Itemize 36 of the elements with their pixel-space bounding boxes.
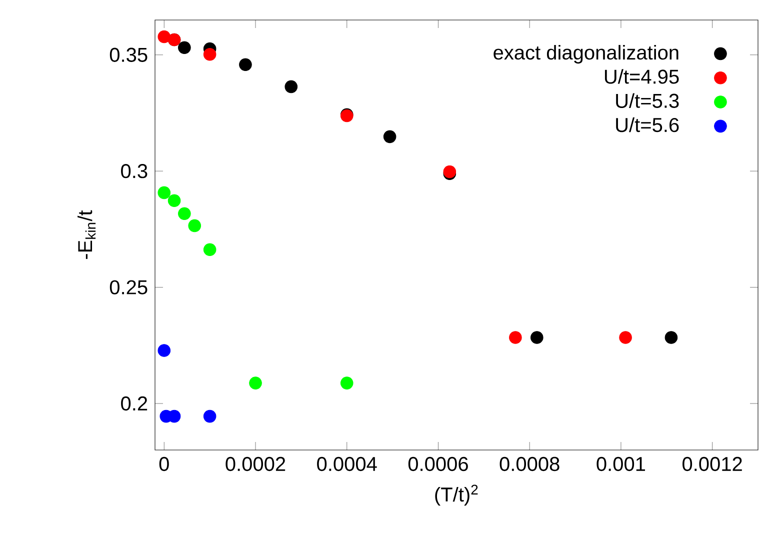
x-tick-label: 0 (159, 456, 169, 472)
point (340, 376, 354, 390)
legend-label: exact diagonalization (494, 44, 678, 64)
y-tick-label: 0.3 (121, 164, 148, 178)
x-axis-title: (T/t)$^{2}$ (435, 484, 478, 506)
point (619, 331, 632, 344)
point (530, 331, 544, 344)
point (188, 219, 202, 232)
point (509, 331, 522, 344)
y-tick-label: 0.35 (110, 48, 148, 62)
x-tick-label: 0.0006 (408, 456, 468, 472)
x-tick-label: 0.0002 (226, 456, 286, 472)
legend-label: U/t=5.6 (616, 117, 679, 132)
point (178, 207, 191, 220)
x-tick-label: 0.0008 (500, 456, 560, 472)
point (178, 41, 191, 54)
point (203, 243, 216, 256)
x-tick-label: 0.0004 (317, 456, 377, 472)
y-axis-title: -E$_{kin}$/t (78, 210, 96, 259)
x-tick-label: 0.001 (596, 456, 645, 472)
point (168, 194, 181, 208)
legend-label: U/t=4.95 (604, 69, 679, 84)
point (664, 331, 678, 344)
point (158, 344, 171, 357)
point (383, 130, 396, 144)
legend-label: U/t=5.3 (616, 93, 679, 108)
point (249, 376, 262, 390)
point (158, 186, 171, 200)
point (203, 48, 216, 61)
y-tick-label: 0.2 (121, 396, 148, 411)
point (284, 80, 298, 94)
point (239, 58, 252, 72)
point (158, 30, 171, 44)
point (203, 410, 216, 423)
y-tick-label: 0.25 (110, 280, 148, 294)
x-tick-label: 0.0012 (682, 456, 742, 472)
